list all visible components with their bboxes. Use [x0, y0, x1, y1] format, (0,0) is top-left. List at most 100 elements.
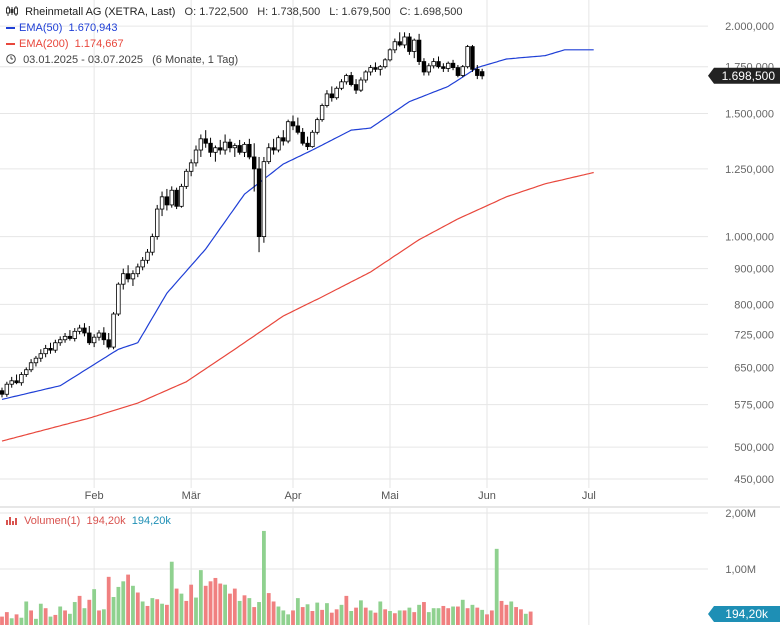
volume-tick-label: 1,00M — [725, 564, 756, 576]
y-tick-label: 650,000 — [734, 362, 774, 374]
candle — [344, 73, 349, 85]
candle — [285, 119, 291, 144]
ohlc-c-value: 1.698,500 — [413, 6, 463, 18]
volume-bar — [504, 604, 509, 625]
candle-body — [140, 259, 145, 268]
candle — [295, 117, 301, 135]
ema50-layer — [1, 49, 594, 400]
candle — [368, 64, 373, 76]
legend-ema200[interactable]: EMA(200) 1.174,667 — [6, 36, 124, 52]
candle-body — [218, 147, 223, 151]
volume-bar — [519, 609, 523, 625]
candle — [106, 332, 111, 350]
candle-body — [179, 185, 184, 207]
candle — [77, 324, 82, 335]
volume-bar — [63, 610, 67, 625]
last-price-badge: 1.698,500 — [708, 67, 780, 84]
candle — [203, 130, 208, 148]
candle-body — [261, 161, 267, 238]
legend-ema50[interactable]: EMA(50) 1.670,943 — [6, 20, 117, 36]
candle-body — [116, 283, 121, 315]
volume-bar — [422, 602, 426, 625]
volume-bar — [373, 612, 378, 625]
volume-bar — [310, 611, 315, 625]
candle-body — [232, 145, 237, 149]
ema200-value: 1.174,667 — [74, 38, 124, 50]
candle-body — [407, 36, 412, 52]
clock-icon — [6, 53, 16, 64]
volume-bar — [145, 605, 150, 625]
candle — [19, 372, 24, 386]
last-volume-badge-text: 194,20k — [725, 607, 769, 621]
candle — [251, 143, 257, 192]
candle-body — [290, 121, 296, 127]
volume-bar — [514, 607, 518, 625]
badges: 1.698,500 194,20k — [708, 67, 780, 622]
volume-bar — [92, 589, 97, 625]
candle — [300, 128, 305, 146]
volume-bar — [320, 609, 324, 625]
candle — [305, 136, 310, 151]
volume-bar — [131, 585, 135, 625]
candle — [256, 156, 262, 253]
candle-body — [82, 327, 87, 334]
candle-body — [344, 75, 349, 83]
volume-bar — [106, 576, 111, 625]
candle-body — [285, 121, 291, 142]
candle-body — [169, 189, 174, 206]
candle-body — [479, 71, 485, 77]
candle — [53, 339, 58, 353]
candle — [421, 58, 427, 76]
candle — [58, 336, 63, 346]
x-tick-label: Jun — [478, 490, 496, 502]
volume-bar — [165, 604, 169, 625]
volume-bar — [232, 588, 237, 625]
candle — [82, 323, 87, 337]
candle — [271, 138, 276, 155]
volume-bar — [223, 584, 227, 625]
candle — [116, 282, 121, 316]
ohlc-h-label: H: — [257, 6, 269, 18]
x-tick-label: Mär — [182, 490, 201, 502]
candle — [310, 130, 315, 148]
candle — [150, 233, 155, 256]
candle — [397, 32, 402, 47]
candle-body — [19, 374, 24, 384]
candle-body — [150, 236, 155, 253]
candle-body — [96, 332, 102, 338]
candle-body — [33, 357, 39, 364]
candle — [184, 168, 189, 189]
volume-bar — [150, 598, 155, 625]
candle-body — [87, 332, 92, 344]
ema200-layer — [1, 171, 594, 442]
candle-body — [53, 342, 58, 351]
volume-bar — [252, 607, 257, 625]
y-tick-label: 900,000 — [734, 264, 774, 276]
candle — [475, 64, 480, 80]
candle-body — [310, 131, 315, 148]
candle-body — [450, 62, 456, 68]
candle — [121, 268, 126, 290]
volume-bar — [300, 607, 305, 625]
period: (6 Monate, 1 Tag) — [152, 54, 239, 66]
candle — [145, 249, 150, 264]
volume-bar — [378, 601, 383, 625]
volume-bar — [388, 611, 392, 625]
volume-bar — [499, 600, 504, 625]
candlestick-icon[interactable] — [6, 5, 18, 16]
candle — [353, 79, 359, 94]
candle — [479, 68, 485, 80]
candle — [445, 61, 451, 72]
candle-body — [319, 105, 325, 121]
candle — [334, 86, 339, 100]
price-axis: 2.000,0001.750,0001.500,0001.250,0001.00… — [725, 21, 774, 576]
candle-body — [387, 49, 393, 61]
candle — [218, 139, 223, 155]
legend-volume[interactable]: Volumen(1) 194,20k 194,20k — [6, 515, 171, 527]
candle — [72, 328, 77, 342]
candle — [174, 187, 179, 210]
ema50-swatch — [6, 27, 15, 30]
volume-bar — [4, 612, 9, 625]
